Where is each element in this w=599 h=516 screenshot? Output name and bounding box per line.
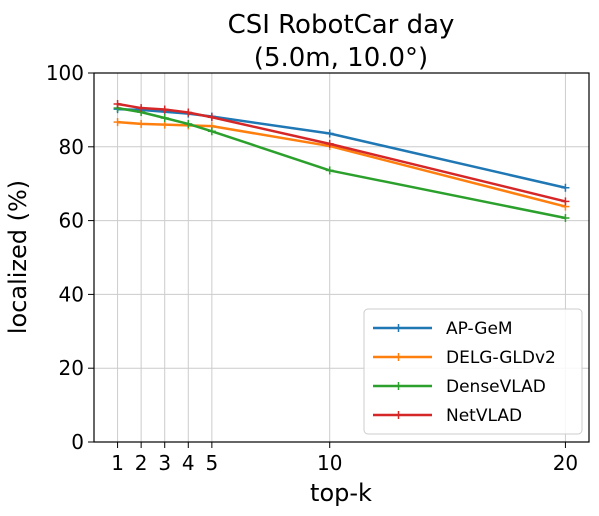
- legend-entry: NetVLAD: [373, 406, 522, 426]
- data-point-delg-gldv2: [137, 119, 146, 128]
- y-tick-label: 40: [59, 282, 84, 306]
- x-tick-label: 4: [182, 451, 195, 475]
- data-point-netvlad: [137, 104, 146, 113]
- data-point-delg-gldv2: [113, 118, 122, 127]
- legend-entry: DELG-GLDv2: [373, 348, 556, 368]
- x-tick-label: 1: [111, 451, 124, 475]
- legend-box: [363, 308, 583, 435]
- legend-entry: AP-GeM: [373, 319, 513, 339]
- y-axis-label: localized (%): [4, 180, 32, 334]
- series-group: [113, 99, 570, 223]
- y-tick-label: 80: [59, 135, 84, 159]
- x-tick-label: 2: [135, 451, 148, 475]
- legend-label: AP-GeM: [446, 319, 513, 339]
- data-point-densevlad: [325, 166, 334, 175]
- data-point-densevlad: [184, 119, 193, 128]
- y-axis: 0 20 40 60 80 100: [46, 61, 94, 454]
- data-point-netvlad: [113, 99, 122, 108]
- x-axis-label: top-k: [310, 479, 372, 507]
- data-point-netvlad: [325, 139, 334, 148]
- series-line-delg-gldv2: [117, 120, 566, 208]
- legend-label: DELG-GLDv2: [446, 348, 556, 368]
- chart-title-line-1: CSI RobotCar day: [228, 10, 455, 40]
- data-point-densevlad: [160, 114, 169, 123]
- y-tick-label: 0: [71, 430, 84, 454]
- data-point-netvlad: [160, 105, 169, 114]
- y-tick-label: 20: [59, 356, 84, 380]
- x-tick-label: 5: [205, 451, 218, 475]
- data-point-netvlad: [184, 108, 193, 117]
- y-tick-label: 100: [46, 61, 84, 85]
- plot-frame: [93, 72, 590, 443]
- data-point-densevlad: [561, 214, 570, 223]
- data-point-netvlad: [561, 197, 570, 206]
- data-point-ap-gem: [325, 129, 334, 138]
- x-tick-label: 20: [553, 451, 578, 475]
- legend-label: NetVLAD: [446, 406, 522, 426]
- legend: AP-GeM DELG-GLDv2 DenseVLAD NetVLAD: [363, 308, 583, 435]
- data-point-netvlad: [207, 113, 216, 122]
- x-tick-label: 10: [317, 451, 342, 475]
- y-tick-label: 60: [59, 209, 84, 233]
- x-tick-label: 3: [158, 451, 171, 475]
- chart-title-line-2: (5.0m, 10.0°): [254, 43, 428, 73]
- legend-entry: DenseVLAD: [373, 377, 546, 397]
- data-point-ap-gem: [561, 183, 570, 192]
- data-point-densevlad: [207, 127, 216, 136]
- series-line-netvlad: [117, 102, 566, 203]
- legend-label: DenseVLAD: [446, 377, 546, 397]
- x-axis: 1 2 3 4 5 10 20: [111, 442, 578, 475]
